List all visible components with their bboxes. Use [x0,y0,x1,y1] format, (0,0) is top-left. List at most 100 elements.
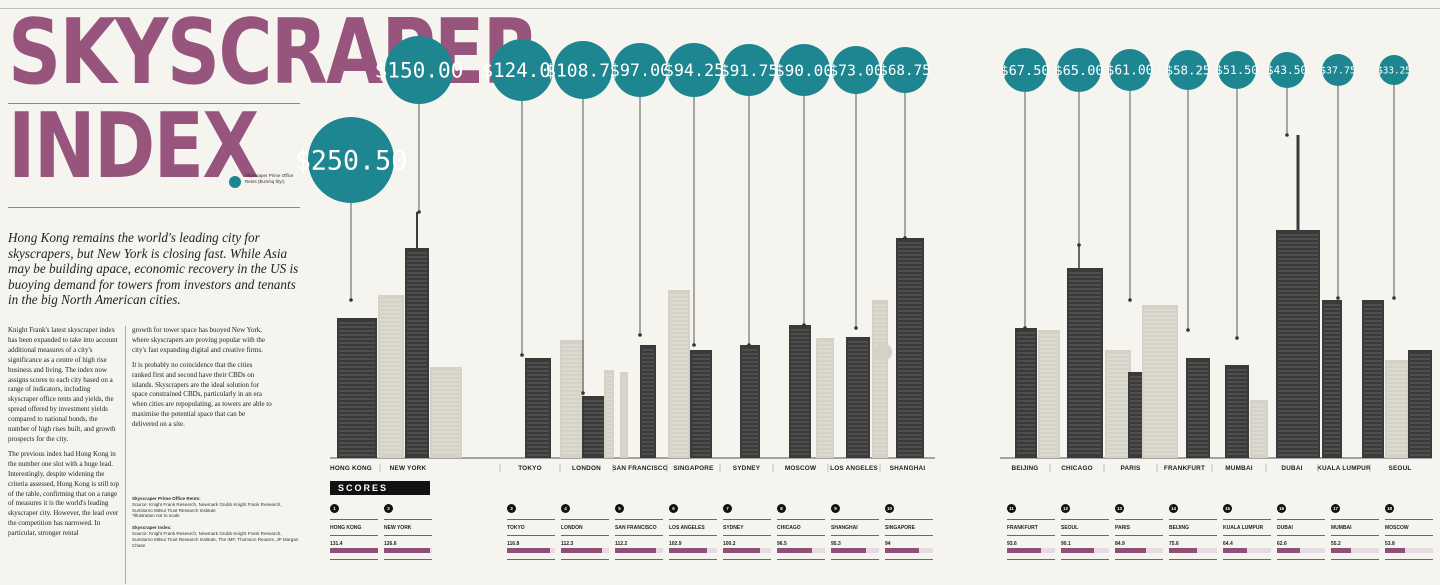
score-rule [777,559,825,560]
score-bar-track [1007,548,1055,553]
rank-badge: 17 [1331,504,1340,513]
score-value: 64.4 [1223,541,1233,547]
score-city: DUBAI [1277,525,1293,531]
score-card: 8 CHICAGO 96.5 [777,504,825,568]
score-value: 53.8 [1385,541,1395,547]
score-value: 75.6 [1169,541,1179,547]
source-text: Source: Knight Frank Research, Newmark G… [132,530,299,548]
rent-value-label: $51.50 [1216,63,1259,77]
score-bar [384,548,430,553]
rent-bubble [832,46,880,94]
score-rule [1223,519,1271,520]
rent-value-label: $65.00 [1054,63,1103,79]
shanghai-wfc [896,238,924,458]
body-column-2: growth for tower space has buoyed New Yo… [132,326,272,435]
rent-bubble [723,44,775,96]
score-rule [561,519,609,520]
score-bar [669,548,707,553]
rank-badge: 13 [1115,504,1124,513]
leader-dot [1077,243,1081,247]
body-paragraph: It is probably no coincidence that the c… [132,360,272,429]
score-bar-track [561,548,609,553]
rank-badge: 4 [561,504,570,513]
score-card: 13 PARIS 84.9 [1115,504,1163,568]
score-bar [1169,548,1197,553]
score-rule [561,535,609,536]
city-label: LOS ANGELES [830,465,878,472]
city-label: BEIJING [1012,465,1039,472]
rent-bubble [1269,52,1305,88]
score-rule [561,559,609,560]
rent-bubble [385,36,453,104]
score-rule [669,559,717,560]
score-city: KUALA LUMPUR [1223,525,1264,531]
moscow-tower-b [816,338,834,458]
score-rule [831,559,879,560]
rent-value-label: $124.00 [482,59,563,82]
rank-badge: 2 [384,504,393,513]
kl-petronas-a [1322,300,1342,458]
score-bar [1115,548,1146,553]
rent-value-label: $97.00 [610,60,670,80]
rank-badge: 3 [507,504,516,513]
score-card: 4 LONDON 112.3 [561,504,609,568]
rent-value-label: $150.00 [375,58,464,83]
rent-bubble [554,41,612,99]
body-column-1: Knight Frank's latest skyscraper index h… [8,326,120,544]
score-rule [1223,559,1271,560]
score-rule [1115,535,1163,536]
score-rule [1169,559,1217,560]
london-shard [604,370,614,458]
leader-dot [349,298,353,302]
kl-petronas-b [1362,300,1384,458]
source-text: Source: Knight Frank Research, Newmark G… [132,501,282,513]
rank-badge: 16 [1277,504,1286,513]
la-tower [846,337,870,458]
rank-badge: 5 [615,504,624,513]
leader-dot [520,353,524,357]
city-label: SINGAPORE [673,465,714,472]
score-bar-track [1115,548,1163,553]
rent-bubble [308,117,394,203]
score-value: 62.6 [1277,541,1287,547]
score-rule [1061,559,1109,560]
chicago-tower [1105,350,1131,458]
rent-bubble [667,43,721,97]
city-label: SHANGHAI [890,465,926,472]
score-rule [1061,519,1109,520]
score-rule [1331,559,1379,560]
score-city: TOKYO [507,525,525,531]
score-city: BEIJING [1169,525,1190,531]
rent-value-label: $108.75 [545,60,621,81]
score-city: SHANGHAI [831,525,858,531]
leader-dot [692,343,696,347]
score-rule [1007,559,1055,560]
score-bar-track [1277,548,1325,553]
score-rule [330,535,378,536]
score-rule [384,519,432,520]
score-rule [1007,535,1055,536]
score-city: SEOUL [1061,525,1079,531]
score-card: 3 TOKYO 116.8 [507,504,555,568]
score-value: 116.8 [507,541,520,547]
singapore-tower-b [690,350,712,458]
score-rule [330,559,378,560]
score-bar-track [1223,548,1271,553]
score-city: MOSCOW [1385,525,1409,531]
leader-dot [854,326,858,330]
rent-bubble [1057,48,1101,92]
score-city: HONG KONG [330,525,362,531]
seoul-tower-b [1408,350,1432,458]
score-rule [1223,535,1271,536]
score-card: 12 SEOUL 90.1 [1061,504,1109,568]
score-rule [885,535,933,536]
rent-bubble [778,44,830,96]
rent-value-label: $91.75 [720,61,778,80]
score-card: 6 LOS ANGELES 102.9 [669,504,717,568]
score-rule [615,519,663,520]
mumbai-tower [1225,365,1249,458]
leader-dot [802,323,806,327]
score-card: 14 BEIJING 75.6 [1169,504,1217,568]
score-rule [885,559,933,560]
dubai-burj [1276,230,1320,458]
